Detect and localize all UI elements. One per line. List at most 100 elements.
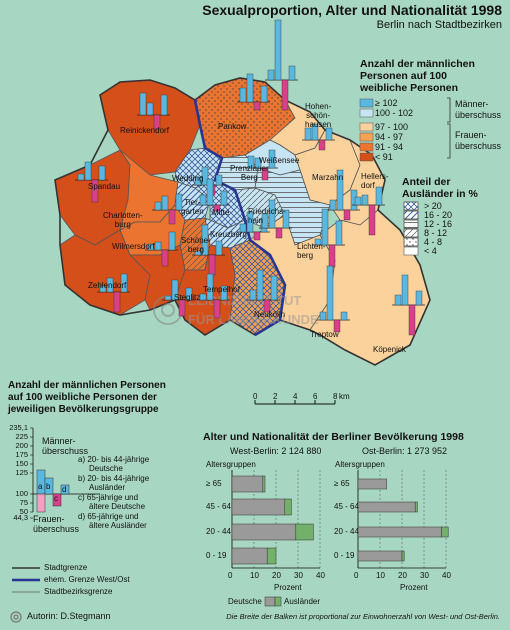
category-label: 45 - 64 [334, 502, 359, 511]
label-schoeneberg: Schöne- berg [181, 236, 211, 254]
x-tick-label: 40 [442, 571, 451, 580]
label-tempelhof: Tempelhof [203, 285, 240, 294]
legend-german-swatch [264, 596, 276, 607]
x-tick-label: 40 [316, 571, 325, 580]
watermark-line-2: FÜR LÄNDERKUNDE [188, 312, 319, 327]
legend-foreign-swatch [274, 596, 282, 607]
glyph-bar [256, 269, 264, 301]
axis-tick-label: 235,1 [9, 423, 28, 432]
label-hellersdorf: Hellers- dorf [361, 172, 389, 190]
glyph-bar [161, 195, 169, 211]
legend-class-6: < 91 [375, 152, 393, 162]
legend-foreign-label: Ausländer [284, 597, 321, 606]
glyph-bar [154, 201, 162, 211]
glyph-bar [98, 165, 106, 181]
bar-foreign [401, 550, 405, 562]
east-xlabel: Prozent [400, 583, 428, 592]
glyph-bar [120, 273, 128, 293]
x-tick-label: 0 [354, 571, 359, 580]
glyph-bar [261, 213, 269, 229]
axis-tick-label: 200 [15, 441, 28, 450]
glyph-bar [185, 287, 193, 301]
bar-german [231, 523, 297, 541]
axis-tick-label: 50 [19, 507, 28, 516]
bar-letter-b: b [46, 482, 51, 491]
legend-former-border: ehem. Grenze West/Ost [44, 575, 130, 584]
label-kreuzberg: Kreuzberg [210, 230, 247, 239]
glyph-bar [333, 319, 341, 333]
x-tick-label: 30 [294, 571, 303, 580]
bar-foreign [262, 475, 266, 493]
map-legend-header: Anzahl der männlichen Personen auf 100 w… [360, 58, 475, 94]
axis-tick-label: 225 [15, 432, 28, 441]
legend-class-4: 94 - 97 [375, 132, 404, 142]
label-mitte: Mitte [212, 208, 230, 217]
glyph-bar [354, 196, 362, 206]
x-tick-label: 20 [398, 571, 407, 580]
glyph-bar [314, 238, 322, 246]
scale-tick-0: 0 [253, 392, 258, 401]
glyph-bar [325, 127, 333, 141]
scale-tick-8: 8 [333, 392, 338, 401]
page-title: Sexualproportion, Alter und Nationalität… [202, 2, 502, 18]
group-d: d) 65-jährige und ältere Ausländer [78, 512, 147, 530]
glyph-bar [213, 299, 221, 319]
group-c: c) 65-jährige und ältere Deutsche [78, 493, 146, 511]
glyph-bar [106, 277, 114, 293]
glyph-bar [336, 169, 344, 211]
foreigner-class-6: < 4 [424, 246, 437, 256]
glyph-bar [249, 289, 257, 301]
glyph-bar [275, 227, 283, 239]
west-berlin-title: West-Berlin: 2 124 880 [230, 446, 322, 456]
scale-bar [254, 400, 336, 405]
legend-class-5: 91 - 94 [375, 142, 404, 152]
glyph-bar [261, 167, 269, 181]
label-pankow: Pankow [218, 122, 247, 131]
glyph-bar [267, 69, 275, 81]
bar-german [357, 478, 387, 490]
scale-tick-4: 4 [293, 392, 298, 401]
glyph-bar [335, 220, 343, 246]
district-shapes [54, 77, 431, 366]
small-legend-header: Anzahl der männlichen Personen auf 100 w… [8, 380, 166, 415]
glyph-bar [343, 209, 351, 221]
age-chart-title: Alter und Nationalität der Berliner Bevö… [203, 431, 464, 443]
glyph-bar [253, 101, 261, 111]
bar-letter-c: c [54, 494, 58, 503]
foreigner-legend-swatches [403, 201, 419, 256]
foreigner-class-3: 12 - 16 [424, 219, 453, 229]
glyph-bar [328, 244, 336, 268]
glyph-bar [194, 250, 202, 256]
glyph-bar [263, 299, 271, 313]
foreigner-legend-header: Anteil der Ausländer in % [402, 176, 478, 200]
axis-tick-label: 75 [19, 498, 28, 507]
category-label: 0 - 19 [206, 551, 227, 560]
footnote: Die Breite der Balken ist proportional z… [226, 612, 500, 621]
scale-tick-2: 2 [273, 392, 278, 401]
bar-foreign [266, 547, 277, 565]
glyph-bar [281, 79, 289, 111]
bar-german [231, 547, 268, 565]
glyph-bar [268, 199, 276, 229]
glyph-bar [201, 166, 209, 186]
legend-swatch-2 [359, 108, 374, 118]
group-b: b) 20- bis 44-jährige Ausländer [78, 474, 150, 492]
axis-tick-label: 175 [15, 450, 28, 459]
page-subtitle: Berlin nach Stadtbezirken [376, 19, 502, 31]
glyph-bar [311, 123, 319, 141]
legend-male-surplus: Männer- überschuss [455, 99, 502, 120]
glyph-bar [215, 174, 223, 186]
x-tick-label: 0 [228, 571, 233, 580]
line-legend [10, 567, 40, 623]
former-border-line [193, 99, 287, 337]
legend-district-boundary: Stadtbezirksgrenze [44, 587, 113, 596]
bar-foreign [284, 498, 292, 516]
legend-german-label: Deutsche [228, 597, 262, 606]
glyph-bar [326, 265, 334, 321]
category-label: 45 - 64 [206, 502, 231, 511]
glyph-bar [260, 85, 268, 103]
glyph-bar [375, 186, 383, 206]
foreigner-class-4: 8 - 12 [424, 228, 448, 238]
label-treptow: Treptow [310, 330, 339, 339]
